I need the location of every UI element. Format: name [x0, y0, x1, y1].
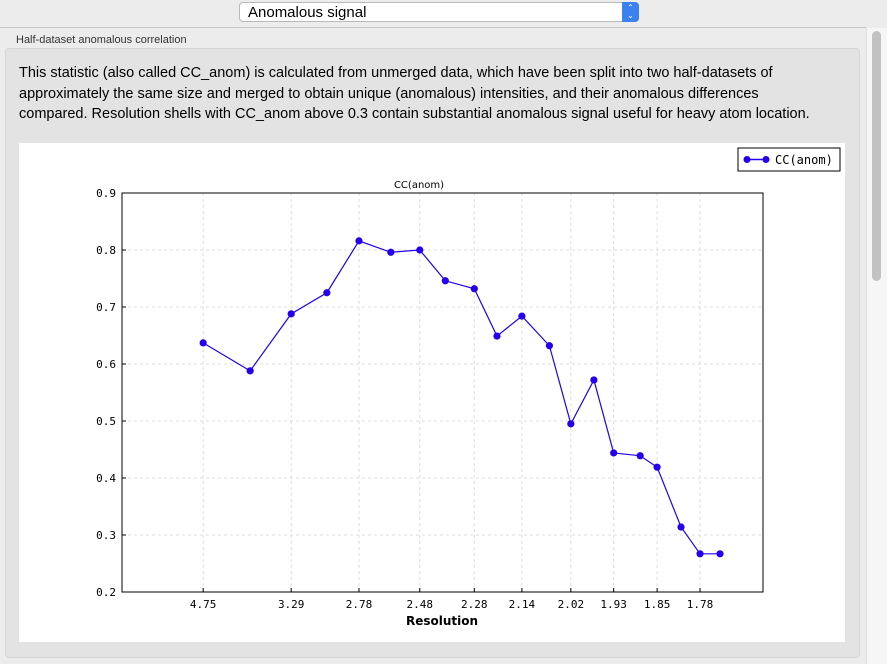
data-point — [246, 367, 254, 375]
group-title: Half-dataset anomalous correlation — [16, 34, 187, 46]
data-point — [323, 289, 331, 297]
data-point — [387, 248, 395, 256]
data-point — [716, 550, 724, 558]
data-point — [636, 452, 644, 460]
legend-marker — [743, 156, 751, 163]
view-select-value: Anomalous signal — [248, 4, 367, 21]
data-point — [677, 523, 685, 531]
x-tick-label: 2.14 — [509, 598, 536, 611]
y-tick-label: 0.6 — [96, 358, 116, 371]
data-point — [199, 339, 207, 347]
data-point — [590, 376, 598, 384]
legend-marker — [762, 156, 770, 163]
toolbar: Anomalous signal ⌃ ⌄ — [0, 0, 866, 28]
data-point — [567, 420, 575, 428]
x-tick-label: 2.48 — [407, 598, 434, 611]
x-tick-label: 3.29 — [278, 598, 305, 611]
x-tick-label: 1.93 — [600, 598, 627, 611]
data-point — [287, 310, 295, 318]
data-point — [518, 312, 526, 320]
y-tick-label: 0.8 — [96, 244, 116, 257]
chart-title: CC(anom) — [394, 180, 444, 191]
axes-frame — [121, 192, 764, 593]
y-tick-label: 0.9 — [96, 187, 116, 200]
data-point — [493, 332, 501, 340]
description-text: This statistic (also called CC_anom) is … — [19, 65, 810, 122]
plot-area: 0.2 0.3 0.4 0.5 0.6 0.7 0.8 0.9 4.75 3.29 2.78 2.48… — [19, 143, 845, 642]
data-point — [653, 463, 661, 471]
x-tick-label: 2.78 — [346, 598, 373, 611]
data-point — [610, 449, 618, 457]
x-tick-label: 4.75 — [190, 598, 217, 611]
data-point — [470, 285, 478, 293]
data-point — [545, 342, 554, 350]
legend: CC(anom) — [737, 147, 841, 172]
y-tick-label: 0.4 — [96, 472, 116, 485]
vertical-scrollbar[interactable] — [866, 28, 887, 664]
cc-anom-chart: 0.2 0.3 0.4 0.5 0.6 0.7 0.8 0.9 4.75 3.29 2.78 2.48… — [96, 147, 841, 628]
y-tick-label: 0.3 — [96, 529, 116, 542]
view-select[interactable]: Anomalous signal ⌃ ⌄ — [239, 2, 639, 22]
data-point — [696, 550, 704, 558]
x-tick-label: 1.85 — [644, 598, 671, 611]
data-point — [355, 237, 363, 245]
x-tick-label: 2.02 — [558, 598, 585, 611]
data-point — [416, 246, 424, 254]
y-tick-label: 0.5 — [96, 415, 116, 428]
legend-label: CC(anom) — [775, 153, 833, 167]
x-tick-label: 1.78 — [687, 598, 714, 611]
data-point — [441, 277, 449, 285]
y-tick-label: 0.2 — [96, 586, 116, 599]
x-axis-label: Resolution — [406, 614, 478, 628]
x-tick-label: 2.28 — [461, 598, 488, 611]
y-tick-label: 0.7 — [96, 301, 116, 314]
updown-chevron-icon: ⌃ ⌄ — [622, 2, 639, 22]
scrollbar-thumb[interactable] — [872, 31, 881, 281]
series-line — [202, 240, 721, 555]
